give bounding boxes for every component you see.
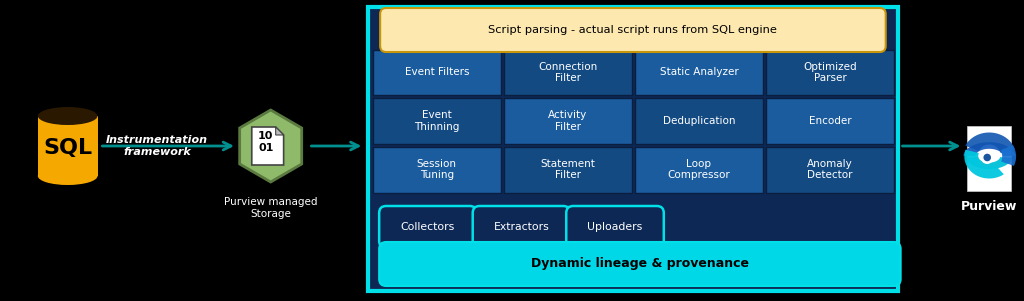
Text: SQL: SQL bbox=[43, 138, 92, 158]
Ellipse shape bbox=[38, 107, 97, 125]
Bar bbox=[38, 116, 97, 176]
FancyBboxPatch shape bbox=[373, 147, 501, 193]
Text: Static Analyzer: Static Analyzer bbox=[659, 67, 738, 77]
Circle shape bbox=[981, 151, 993, 164]
FancyBboxPatch shape bbox=[373, 49, 501, 95]
Text: Dynamic lineage & provenance: Dynamic lineage & provenance bbox=[530, 257, 749, 271]
Polygon shape bbox=[252, 127, 284, 165]
Text: Purview: Purview bbox=[961, 200, 1018, 213]
Text: Activity
Filter: Activity Filter bbox=[548, 110, 588, 132]
FancyBboxPatch shape bbox=[635, 49, 763, 95]
Polygon shape bbox=[1000, 145, 1016, 166]
Text: Statement
Filter: Statement Filter bbox=[541, 159, 595, 181]
Polygon shape bbox=[964, 142, 1015, 156]
Polygon shape bbox=[275, 127, 284, 135]
Text: Uploaders: Uploaders bbox=[588, 222, 643, 232]
FancyBboxPatch shape bbox=[373, 98, 501, 144]
Text: Script parsing - actual script runs from SQL engine: Script parsing - actual script runs from… bbox=[488, 25, 777, 35]
Text: Event
Thinning: Event Thinning bbox=[414, 110, 460, 132]
Text: Anomaly
Detector: Anomaly Detector bbox=[807, 159, 853, 181]
Text: Loop
Compressor: Loop Compressor bbox=[668, 159, 730, 181]
Polygon shape bbox=[966, 132, 1015, 153]
FancyBboxPatch shape bbox=[504, 147, 632, 193]
Text: Event Filters: Event Filters bbox=[404, 67, 469, 77]
Text: Optimized
Parser: Optimized Parser bbox=[803, 61, 857, 83]
FancyBboxPatch shape bbox=[379, 242, 901, 286]
FancyBboxPatch shape bbox=[473, 206, 570, 248]
FancyBboxPatch shape bbox=[766, 147, 894, 193]
Text: 10
01: 10 01 bbox=[258, 131, 273, 153]
FancyBboxPatch shape bbox=[369, 7, 898, 291]
Text: Extractors: Extractors bbox=[494, 222, 549, 232]
FancyBboxPatch shape bbox=[504, 98, 632, 144]
Text: Purview managed
Storage: Purview managed Storage bbox=[224, 197, 317, 219]
FancyBboxPatch shape bbox=[379, 206, 477, 248]
Circle shape bbox=[983, 154, 991, 161]
Polygon shape bbox=[240, 110, 302, 182]
FancyBboxPatch shape bbox=[566, 206, 664, 248]
Polygon shape bbox=[965, 150, 1004, 178]
FancyBboxPatch shape bbox=[635, 98, 763, 144]
Ellipse shape bbox=[38, 167, 97, 185]
Text: Connection
Filter: Connection Filter bbox=[539, 61, 597, 83]
FancyBboxPatch shape bbox=[635, 147, 763, 193]
FancyBboxPatch shape bbox=[766, 49, 894, 95]
FancyBboxPatch shape bbox=[380, 8, 886, 52]
Text: Collectors: Collectors bbox=[400, 222, 455, 232]
FancyBboxPatch shape bbox=[968, 126, 1011, 191]
Text: Deduplication: Deduplication bbox=[663, 116, 735, 126]
Text: Instrumentation
framework: Instrumentation framework bbox=[106, 135, 208, 157]
Text: Encoder: Encoder bbox=[809, 116, 851, 126]
FancyBboxPatch shape bbox=[766, 98, 894, 144]
Text: Session
Tuning: Session Tuning bbox=[417, 159, 457, 181]
Polygon shape bbox=[967, 157, 1012, 169]
FancyBboxPatch shape bbox=[504, 49, 632, 95]
